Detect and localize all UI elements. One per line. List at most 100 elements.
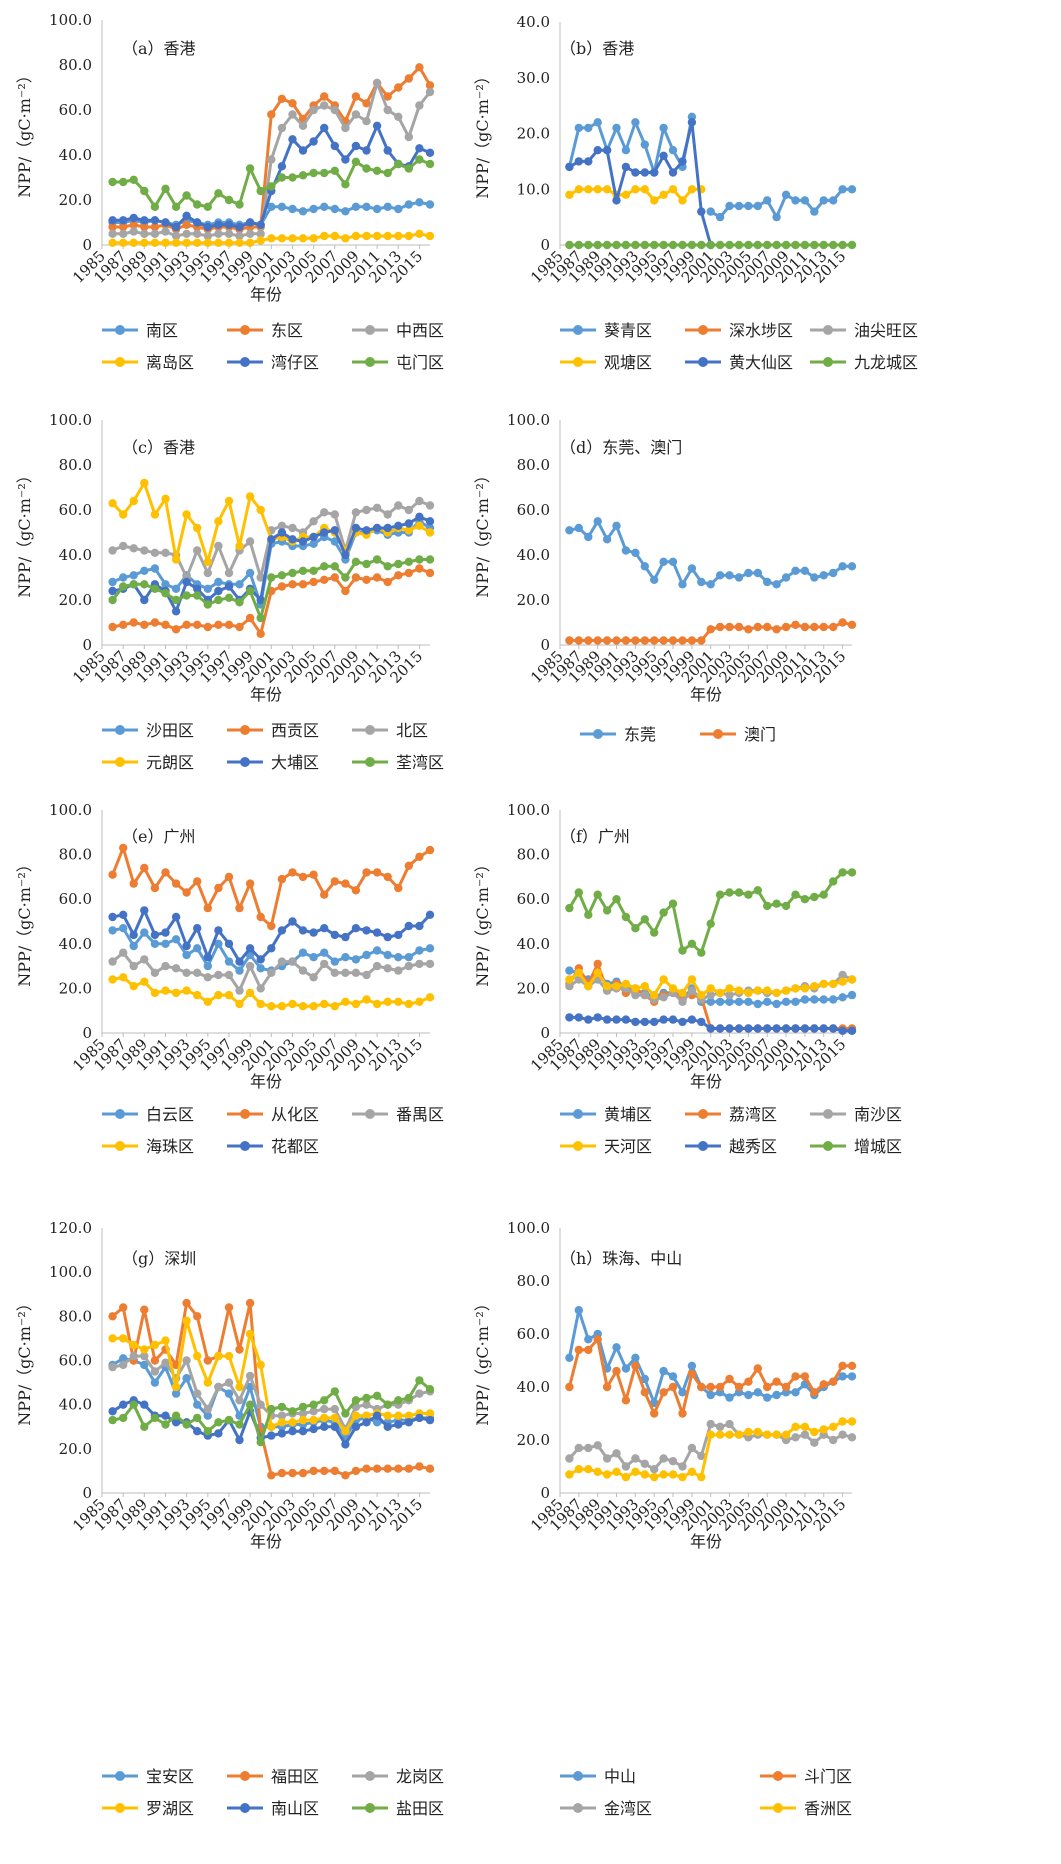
data-point xyxy=(678,997,687,1006)
data-point xyxy=(341,1409,350,1418)
data-point xyxy=(650,990,659,1000)
data-point xyxy=(119,573,128,582)
data-point xyxy=(214,883,223,893)
legend-swatch-marker xyxy=(240,1771,250,1781)
data-point xyxy=(320,231,329,241)
legend: 东莞 澳门 xyxy=(580,725,776,744)
data-point xyxy=(678,1388,687,1397)
data-point xyxy=(687,240,697,250)
data-point xyxy=(309,1407,318,1416)
legend-swatch-marker xyxy=(573,325,583,335)
data-point xyxy=(697,948,706,957)
data-point xyxy=(593,146,602,155)
data-point xyxy=(829,877,838,886)
data-point xyxy=(288,1418,297,1427)
legend-swatch-marker xyxy=(698,1109,708,1119)
data-point xyxy=(706,990,715,1000)
data-point xyxy=(640,240,649,250)
data-point xyxy=(612,1015,621,1024)
data-point xyxy=(415,946,424,955)
data-point xyxy=(150,202,160,211)
data-point xyxy=(772,899,781,908)
data-point xyxy=(687,1443,697,1453)
data-point xyxy=(584,532,593,542)
data-point xyxy=(715,240,725,250)
legend-label: 深水埗区 xyxy=(729,321,793,340)
data-point xyxy=(415,198,424,207)
data-point xyxy=(277,1429,287,1438)
data-point xyxy=(351,110,361,119)
data-point xyxy=(838,868,847,877)
data-point xyxy=(298,566,308,575)
data-point xyxy=(182,941,191,951)
data-point xyxy=(235,541,244,551)
data-point xyxy=(267,1422,276,1432)
data-point xyxy=(668,636,678,645)
data-point xyxy=(847,185,857,194)
data-point xyxy=(621,636,631,645)
data-point xyxy=(140,1305,149,1314)
data-point xyxy=(772,580,781,589)
data-point xyxy=(687,1015,697,1024)
data-point xyxy=(193,620,202,629)
data-point xyxy=(584,240,593,250)
data-point xyxy=(362,505,371,515)
legend-label: 宝安区 xyxy=(146,1767,194,1786)
data-point xyxy=(372,946,382,955)
data-point xyxy=(829,622,838,632)
data-point xyxy=(574,523,583,533)
data-point xyxy=(203,903,212,913)
data-point xyxy=(744,890,753,899)
series-澳门 xyxy=(565,618,857,645)
data-point xyxy=(574,1345,583,1355)
data-point xyxy=(214,926,223,935)
data-point xyxy=(394,521,403,530)
data-point xyxy=(214,586,223,596)
data-point xyxy=(161,580,170,589)
data-point xyxy=(838,970,847,980)
data-point xyxy=(791,1422,800,1432)
data-point xyxy=(351,508,361,517)
data-point xyxy=(650,636,659,645)
legend-label: 南沙区 xyxy=(854,1105,902,1124)
data-point xyxy=(725,1024,734,1033)
series-line xyxy=(568,1420,852,1479)
data-point xyxy=(640,915,649,924)
data-point xyxy=(847,1361,857,1371)
series-斗门区 xyxy=(565,1335,857,1418)
data-point xyxy=(140,1360,149,1370)
data-point xyxy=(203,622,212,632)
data-point xyxy=(341,155,350,164)
data-point xyxy=(362,117,371,126)
data-point xyxy=(650,928,659,937)
data-point xyxy=(224,220,234,229)
data-point xyxy=(383,1422,392,1432)
data-point xyxy=(791,240,800,250)
data-point xyxy=(706,919,715,928)
y-axis-title: NPP/（gC·m⁻²） xyxy=(15,67,34,198)
y-axis-title: NPP/（gC·m⁻²） xyxy=(15,467,34,598)
data-point xyxy=(267,155,276,164)
y-tick-label: 80.0 xyxy=(517,846,550,864)
data-point xyxy=(119,229,128,238)
data-point xyxy=(425,568,435,578)
data-point xyxy=(383,1400,392,1409)
data-point xyxy=(330,573,339,582)
data-point xyxy=(341,968,350,977)
data-point xyxy=(108,586,117,596)
data-point xyxy=(838,618,847,627)
data-point xyxy=(245,613,255,623)
data-point xyxy=(140,546,149,555)
data-point xyxy=(372,1411,382,1420)
data-point xyxy=(584,1345,593,1355)
data-point xyxy=(161,1420,170,1429)
data-point xyxy=(772,988,781,998)
legend-item: 罗湖区 xyxy=(102,1799,194,1818)
data-point xyxy=(621,546,631,555)
data-point xyxy=(800,622,810,632)
data-point xyxy=(372,961,382,971)
data-point xyxy=(235,580,244,589)
data-point xyxy=(697,240,706,250)
y-tick-label: 60.0 xyxy=(517,501,550,519)
